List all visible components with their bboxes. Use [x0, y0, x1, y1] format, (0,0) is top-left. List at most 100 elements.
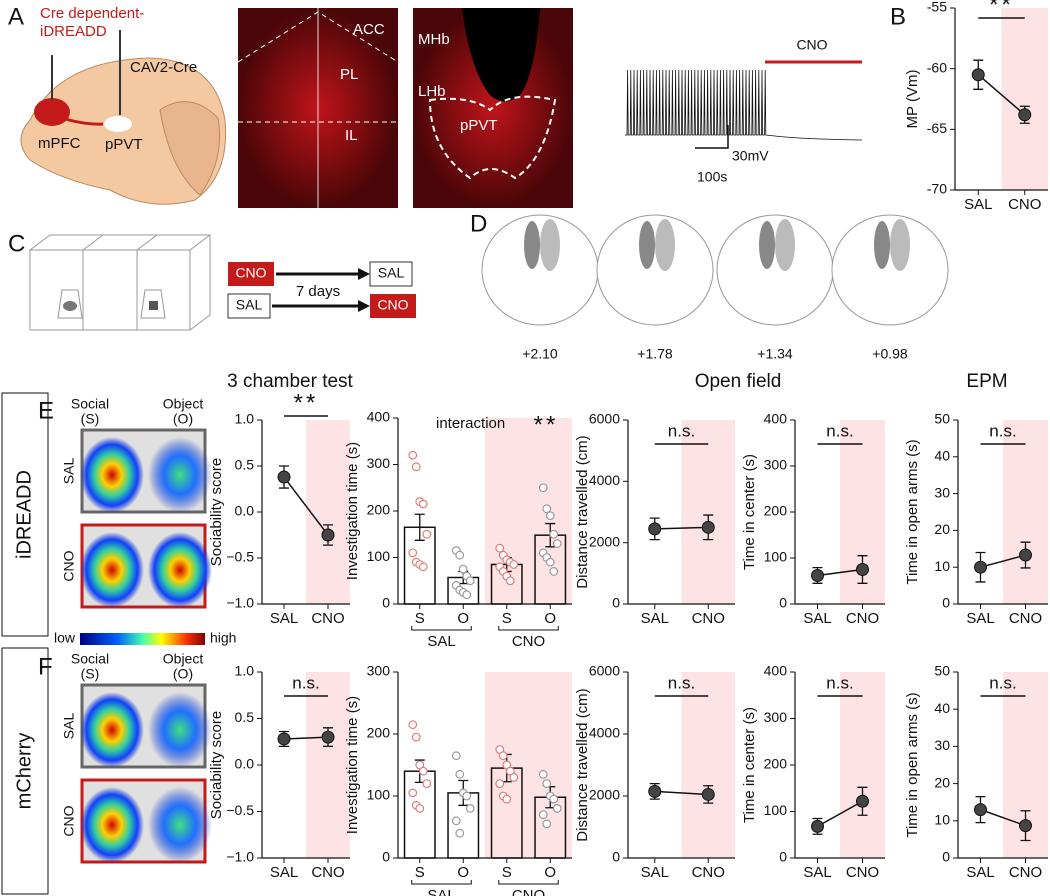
- data-point: [418, 499, 428, 509]
- mean-point: [856, 563, 869, 576]
- y-tick-label: 30: [934, 737, 950, 753]
- x-tick-label: O: [457, 864, 469, 881]
- x-tick-label: SAL: [803, 610, 831, 627]
- cno-shade: [840, 672, 885, 858]
- section-header: 3 chamber test: [227, 371, 353, 392]
- three-chamber-box: [28, 234, 212, 331]
- lesion: [874, 221, 890, 269]
- x-tick-label: SAL: [966, 610, 994, 627]
- y-tick-label: -65: [927, 120, 947, 136]
- cno-shade: [306, 672, 350, 858]
- x-tick-label: S: [502, 610, 512, 627]
- mean-line: [283, 476, 329, 536]
- heatmap-label: (O): [173, 666, 193, 682]
- cno-shade: [485, 418, 572, 604]
- data-point: [509, 560, 519, 569]
- row-box: [1, 392, 49, 637]
- data-point: [549, 567, 559, 576]
- annotation: n.s.: [668, 421, 695, 440]
- y-tick-label: 50: [934, 411, 950, 427]
- schedule-label: CNO: [235, 265, 266, 281]
- cno-shade: [485, 672, 572, 858]
- condition-label: SAL: [61, 458, 77, 485]
- y-tick-label: 2000: [589, 533, 620, 549]
- heatmap-label: Object: [163, 396, 204, 412]
- heatmap-label: Social: [71, 651, 109, 667]
- x-tick-label: O: [544, 610, 556, 627]
- data-point: [538, 810, 548, 819]
- heat-blob: [148, 437, 212, 513]
- box-sal: [369, 261, 413, 287]
- y-tick-label: 0: [382, 595, 390, 611]
- box-cno: [370, 294, 416, 318]
- condition-label: CNO: [61, 805, 77, 836]
- scale-label: 100s: [697, 169, 727, 185]
- y-axis-label: Investigation time (s): [344, 696, 361, 834]
- region-label: pPVT: [105, 136, 143, 153]
- group-label: CNO: [512, 887, 545, 896]
- data-point: [465, 576, 475, 586]
- x-tick-label: CNO: [311, 610, 344, 627]
- mouse: [63, 301, 77, 311]
- heat-blob: [148, 532, 212, 608]
- cups: [57, 289, 166, 319]
- heatmap-label: (S): [81, 411, 100, 427]
- x-tick-label: SAL: [803, 864, 831, 881]
- y-tick-label: 2000: [589, 787, 620, 803]
- y-tick-label: 0.5: [235, 709, 255, 725]
- data-point: [552, 539, 562, 548]
- condition-label: SAL: [61, 713, 77, 740]
- error-bar: [414, 513, 425, 541]
- panel-c: [28, 234, 212, 331]
- mean-point: [648, 784, 662, 798]
- y-axis-label: Time in open arms (s): [904, 692, 921, 837]
- coordinate-label: +1.34: [757, 346, 793, 362]
- ppvt-target: [104, 116, 132, 132]
- mean-point: [811, 568, 824, 582]
- heat-blob: [148, 692, 212, 768]
- y-tick-label: 0: [612, 595, 620, 611]
- mean-point: [1019, 548, 1032, 562]
- y-tick-label: 100: [367, 787, 391, 803]
- data-point: [455, 550, 465, 560]
- panel-b-trace: [625, 60, 863, 149]
- arrows: [272, 272, 360, 308]
- panel-letter: F: [38, 653, 53, 680]
- data-point: [408, 548, 418, 558]
- coronal-section: [831, 214, 949, 326]
- x-tick-label: CNO: [1009, 610, 1042, 627]
- lesion: [890, 219, 910, 271]
- schedule-label: 7 days: [296, 283, 340, 300]
- y-axis-label: Investigation time (s): [344, 442, 361, 580]
- y-tick-label: -70: [927, 181, 947, 197]
- x-tick-label: SAL: [966, 864, 994, 881]
- condition-label: CNO: [61, 550, 77, 581]
- data-point: [505, 576, 515, 586]
- data-point: [408, 450, 418, 460]
- data-point: [542, 504, 552, 514]
- y-axis-label: MP (Vm): [904, 70, 921, 129]
- mean-point: [701, 787, 715, 801]
- mean-line: [654, 790, 709, 796]
- annotation: **: [294, 389, 319, 416]
- y-tick-label: 0: [382, 849, 390, 865]
- annotation: n.s.: [826, 673, 853, 692]
- data-point: [549, 529, 559, 539]
- heatmap-label: Object: [163, 651, 204, 667]
- annotation-label: interaction: [436, 415, 505, 432]
- y-tick-label: 0.5: [235, 457, 255, 473]
- y-tick-label: 200: [367, 725, 391, 741]
- y-axis-label: Distance travelled (cm): [574, 688, 591, 841]
- mean-point: [1018, 108, 1032, 122]
- mean-point: [811, 819, 824, 833]
- y-tick-label: 1.0: [235, 411, 255, 427]
- schedule-label: SAL: [236, 297, 263, 313]
- object: [149, 301, 158, 310]
- heatmap-label: (O): [173, 411, 193, 427]
- lesion: [775, 219, 795, 271]
- cno-shade: [681, 672, 735, 858]
- x-tick-label: S: [502, 864, 512, 881]
- y-tick-label: 10: [934, 812, 950, 828]
- y-tick-label: 100: [764, 802, 788, 818]
- data-point: [408, 720, 418, 730]
